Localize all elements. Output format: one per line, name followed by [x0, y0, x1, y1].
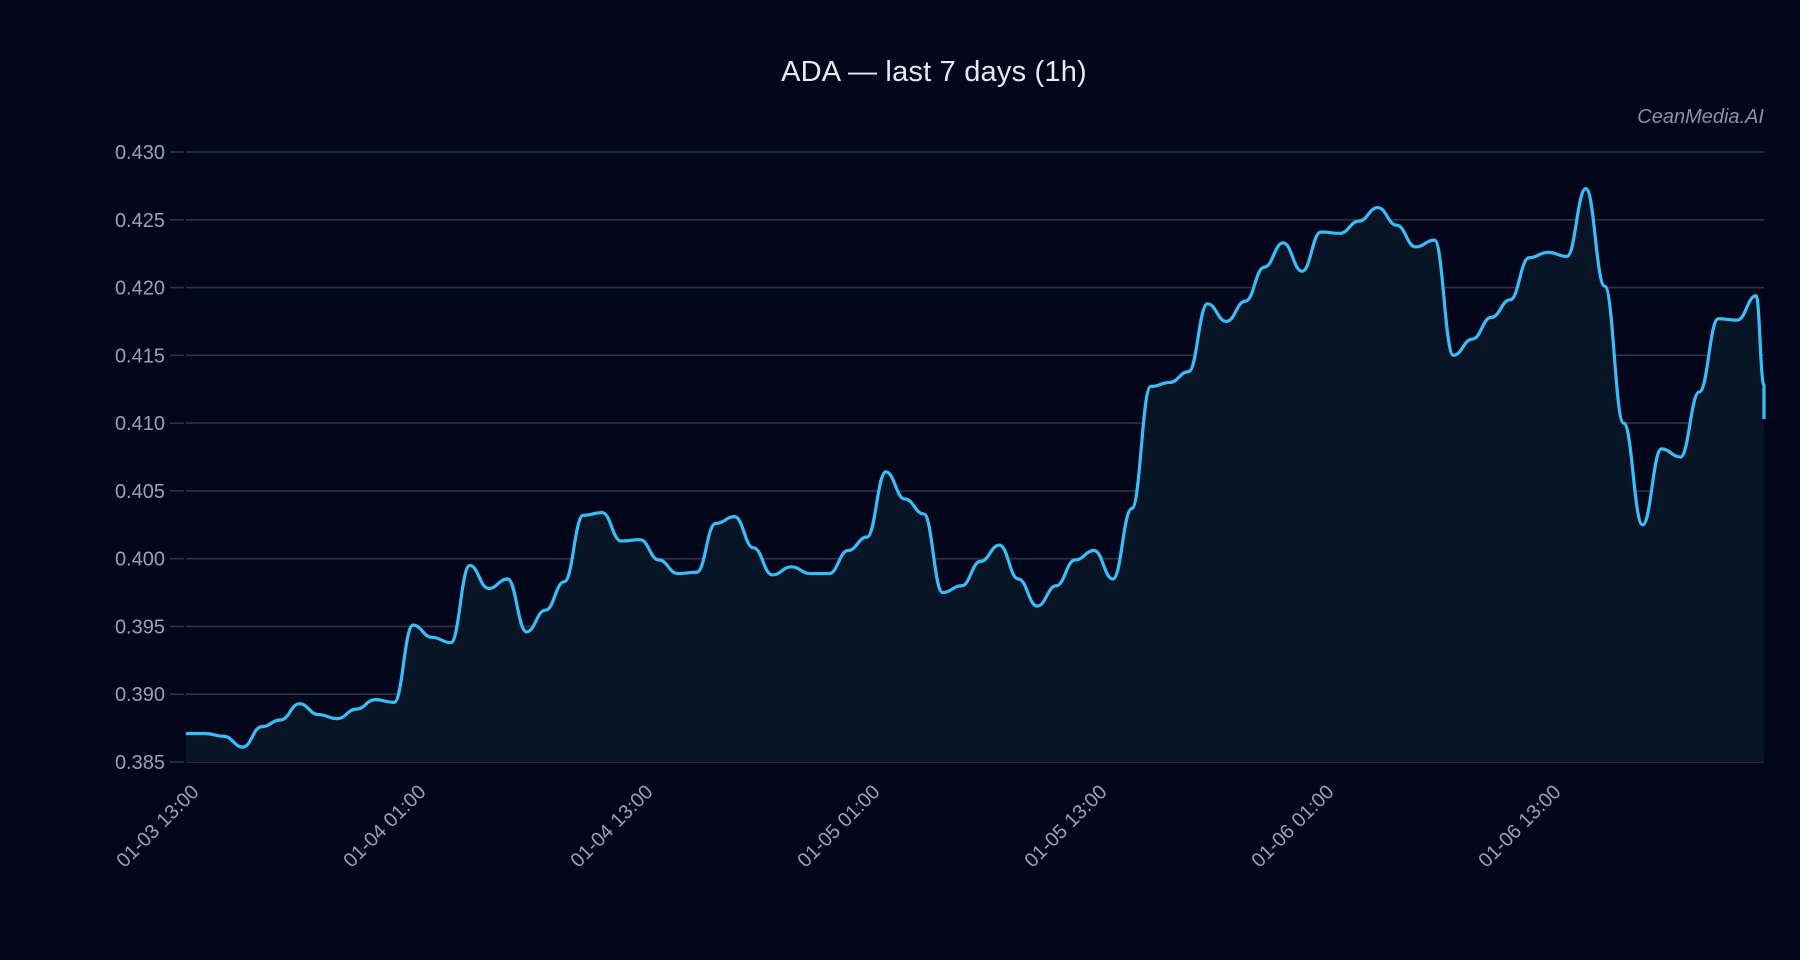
y-tick-label: 0.395	[115, 616, 165, 638]
y-tick-label: 0.415	[115, 345, 165, 367]
x-tick-label: 01-04 01:00	[339, 781, 430, 872]
y-tick-label: 0.430	[115, 142, 165, 164]
y-tick-label: 0.405	[115, 481, 165, 503]
price-area-fill	[186, 188, 1764, 763]
y-tick-label: 0.410	[115, 413, 165, 435]
y-axis: 0.385 0.390 0.395 0.400 0.405 0.410 0.415 0.420…	[115, 142, 184, 774]
x-axis: 01-03 13:00 01-04 01:00 01-04 13:00 01-05 0…	[112, 781, 1565, 872]
y-tick-label: 0.400	[115, 549, 165, 571]
y-tick-label: 0.385	[115, 752, 165, 774]
y-tick-label: 0.390	[115, 684, 165, 706]
y-tick-label: 0.425	[115, 210, 165, 232]
chart-title: ADA — last 7 days (1h)	[781, 56, 1087, 88]
x-tick-label: 01-06 13:00	[1474, 781, 1565, 872]
x-tick-label: 01-05 13:00	[1020, 781, 1111, 872]
watermark: CeanMedia.AI	[1637, 106, 1764, 128]
price-line	[186, 187, 1766, 749]
x-tick-label: 01-06 01:00	[1247, 781, 1338, 872]
y-tick-label: 0.420	[115, 278, 165, 300]
x-tick-label: 01-05 01:00	[793, 781, 884, 872]
x-tick-label: 01-03 13:00	[112, 781, 203, 872]
x-tick-label: 01-04 13:00	[566, 781, 657, 872]
